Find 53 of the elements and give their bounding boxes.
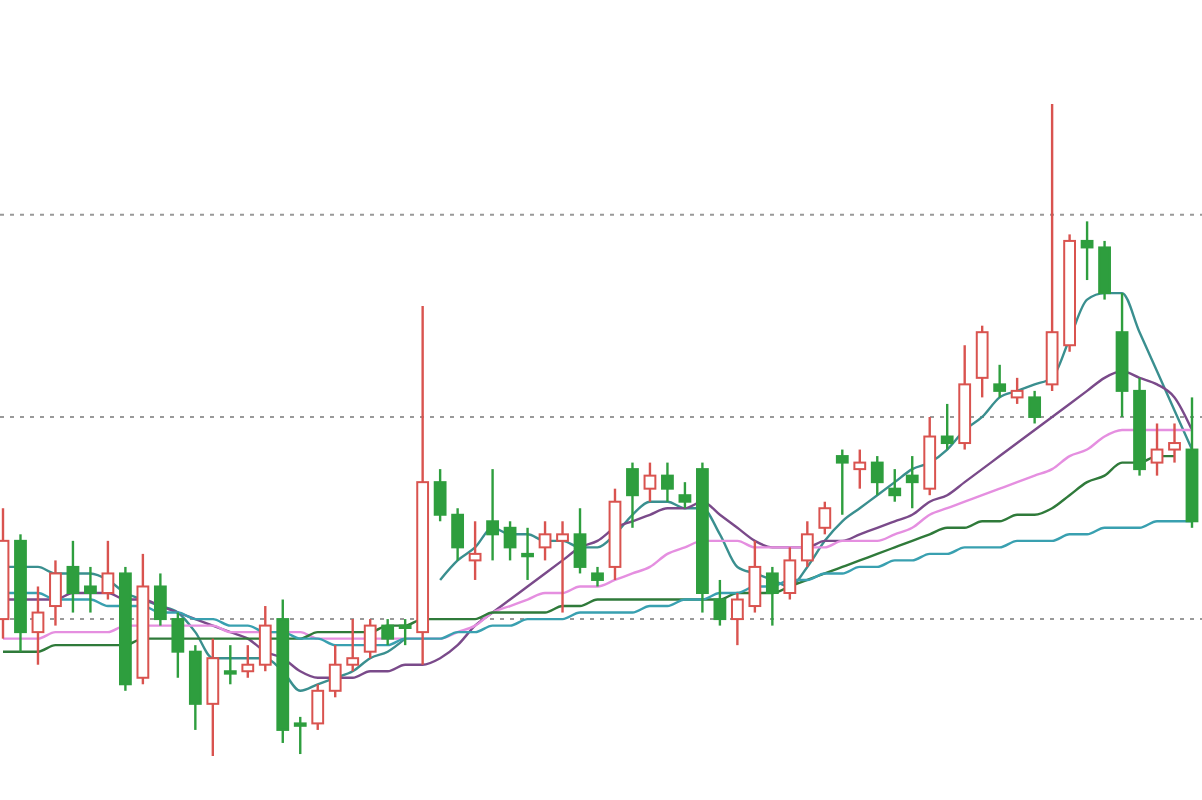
candlestick: [328, 643, 342, 699]
candlestick: [643, 461, 657, 503]
candlestick: [311, 683, 325, 732]
candlestick: [765, 565, 779, 627]
candlestick: [84, 565, 97, 614]
candlestick: [451, 507, 465, 562]
candlestick: [870, 454, 884, 497]
candlestick: [940, 402, 954, 451]
candlestick: [1168, 422, 1181, 464]
candlestick: [223, 643, 237, 686]
candlestick: [293, 715, 307, 756]
candlestick: [398, 617, 412, 647]
candlestick: [258, 604, 272, 673]
candlestick: [730, 591, 744, 647]
candlestick: [888, 467, 902, 503]
candlestick: [905, 454, 919, 510]
candlestick: [171, 611, 185, 679]
candlestick: [1010, 376, 1024, 406]
candlestick: [31, 585, 45, 666]
candlestick: [468, 520, 482, 582]
candlestick: [1028, 389, 1042, 425]
candlestick: [853, 448, 867, 490]
candlestick: [556, 520, 569, 614]
candlestick: [748, 539, 762, 614]
candlestick: [538, 520, 552, 562]
candlestick: [101, 539, 115, 601]
candlestick: [503, 520, 517, 562]
candlestick: [975, 324, 989, 399]
candlestick: [1150, 422, 1164, 477]
candlestick: [521, 526, 534, 582]
candlestick: [993, 363, 1007, 399]
candlestick: [1080, 220, 1094, 282]
candlestick: [661, 461, 674, 503]
candlestick: [433, 467, 447, 523]
candlestick: [363, 617, 377, 660]
candlestick: [591, 565, 604, 588]
candlestick: [381, 617, 395, 647]
candlestick: [835, 448, 849, 516]
candlestick: [66, 539, 80, 614]
candlestick: [241, 643, 255, 679]
candlestick: [49, 559, 62, 627]
candlestick: [153, 572, 167, 627]
candlestick: [713, 578, 727, 627]
candlestick: [486, 467, 499, 562]
candlestick: [346, 617, 360, 673]
candlestick: [800, 520, 814, 569]
candlestick: [626, 461, 639, 529]
candlestick: [573, 507, 587, 575]
candlestick: [783, 546, 797, 601]
candlestick: [818, 500, 832, 536]
candlestick: [1098, 239, 1111, 301]
candlestick: [678, 480, 692, 510]
candlestick: [206, 637, 220, 758]
